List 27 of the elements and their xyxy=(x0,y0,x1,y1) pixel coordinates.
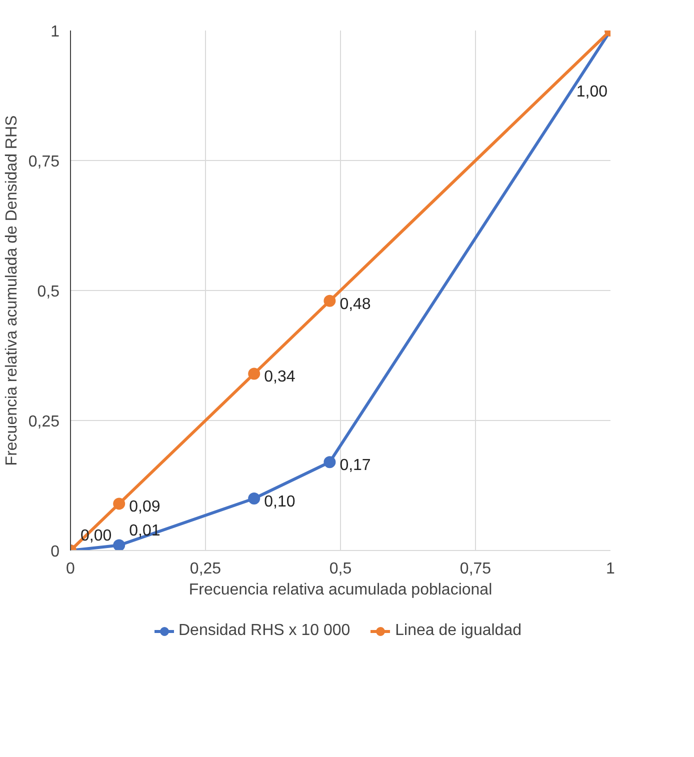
data-label: 0,17 xyxy=(340,457,371,474)
y-tick-label: 0,25 xyxy=(28,414,60,430)
y-axis-title: Frecuencia relativa acumulada de Densidad RHS xyxy=(3,115,20,466)
point xyxy=(113,539,126,550)
data-label: 0,34 xyxy=(264,368,296,386)
x-tick-label: 0,5 xyxy=(329,560,352,578)
legend-label: Linea de igualdad xyxy=(395,622,522,640)
point xyxy=(248,492,260,504)
x-axis-title: Frecuencia relativa acumulada poblacional xyxy=(188,582,492,598)
x-tick-label: 0,75 xyxy=(460,560,492,578)
y-tick-label: 0,75 xyxy=(28,154,60,170)
x-tick-label: 1 xyxy=(606,560,616,578)
data-label: 0,10 xyxy=(264,494,296,510)
data-label: 1,00 xyxy=(576,84,608,100)
point xyxy=(248,368,260,380)
point xyxy=(324,294,336,307)
data-label: 0,09 xyxy=(129,498,160,516)
y-tick-label: 1 xyxy=(50,24,60,40)
legend-label: Densidad RHS x 10 000 xyxy=(178,622,350,640)
point xyxy=(113,498,126,510)
data-label: 0,48 xyxy=(340,296,371,313)
data-label: 0,01 xyxy=(129,522,160,540)
y-tick-label: 0,5 xyxy=(37,284,60,300)
x-tick-label: 0 xyxy=(66,560,76,578)
y-tick-label: 0 xyxy=(50,544,60,560)
x-tick-label: 0,25 xyxy=(190,560,222,578)
point xyxy=(324,456,336,468)
